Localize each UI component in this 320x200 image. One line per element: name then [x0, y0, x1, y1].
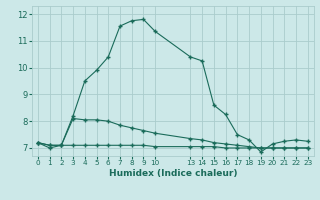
X-axis label: Humidex (Indice chaleur): Humidex (Indice chaleur): [108, 169, 237, 178]
